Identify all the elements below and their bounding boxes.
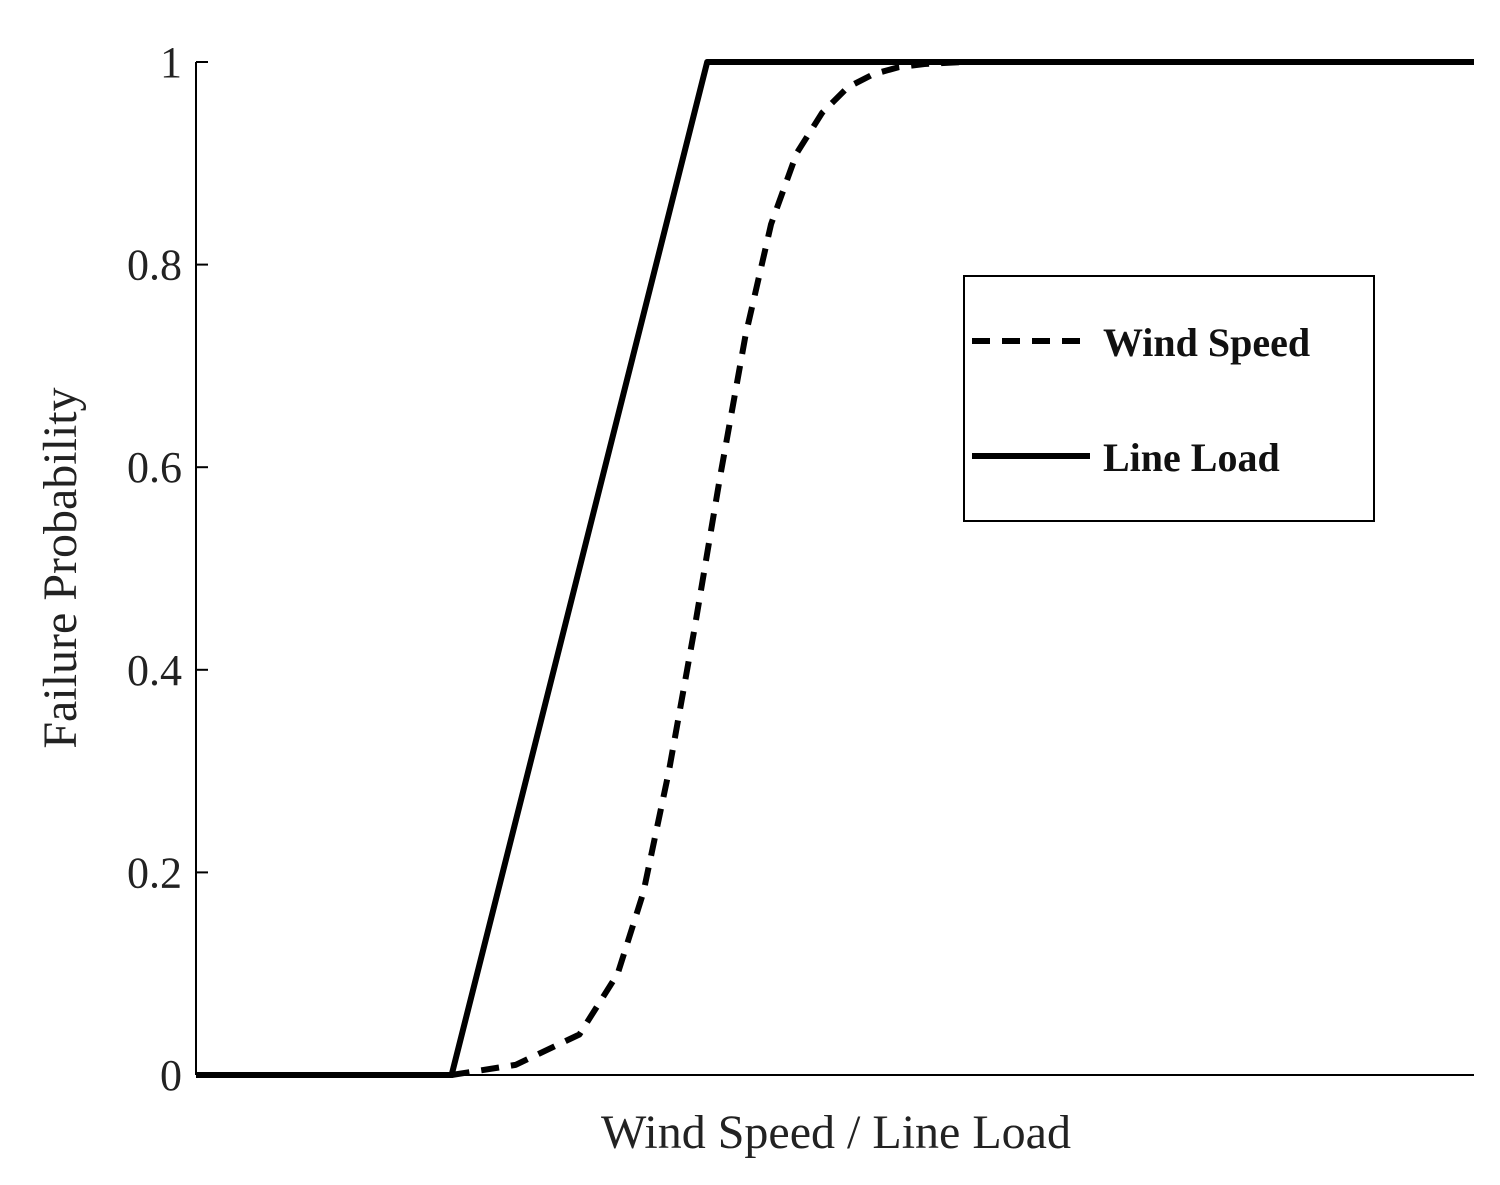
series-line-wind-speed <box>451 59 1474 1078</box>
legend-label-line-load: Line Load <box>1103 435 1280 480</box>
series-lines <box>196 59 1474 1078</box>
axes <box>195 62 1474 1076</box>
y-tick-label: 0 <box>160 1051 182 1100</box>
y-tick-label: 0.8 <box>127 241 182 290</box>
y-tick-label: 0.4 <box>127 646 182 695</box>
legend: Wind Speed Line Load <box>963 275 1375 522</box>
y-tick-label: 1 <box>160 38 182 87</box>
legend-label-wind-speed: Wind Speed <box>1103 320 1310 365</box>
y-tick-label: 0.2 <box>127 848 182 897</box>
x-axis-label: Wind Speed / Line Load <box>601 1106 1071 1159</box>
y-tick-label: 0.6 <box>127 443 182 492</box>
legend-box <box>963 275 1375 522</box>
y-ticks: 0 0.2 0.4 0.6 0.8 1 <box>127 38 208 1100</box>
y-axis-label: Failure Probability <box>34 387 87 748</box>
series-line-line-load <box>196 59 1474 1078</box>
